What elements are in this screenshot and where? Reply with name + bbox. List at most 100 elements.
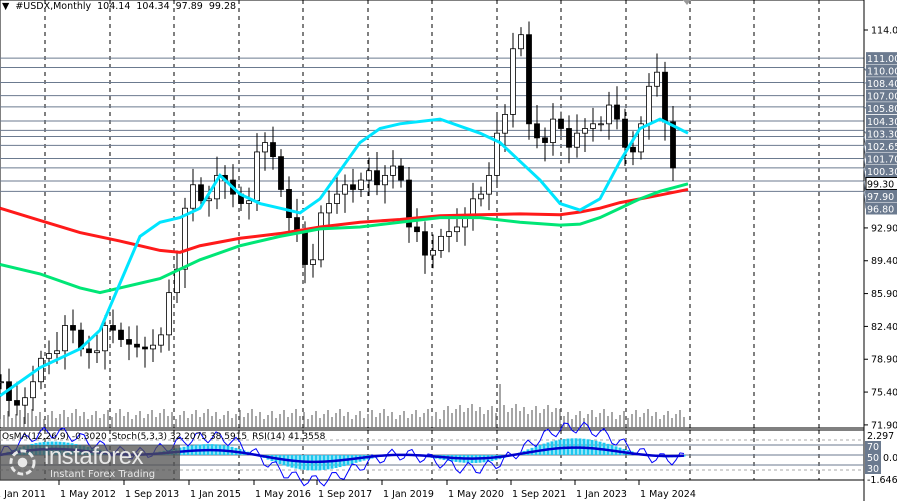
close-value: 99.28: [208, 1, 237, 12]
time-tick-label: 1 Sep 2013: [125, 489, 179, 500]
candle-body: [158, 334, 164, 346]
level-label-box: [866, 77, 897, 90]
candle-body: [94, 350, 100, 354]
candle-body: [358, 179, 364, 190]
candle-body: [342, 184, 348, 195]
candle-body: [486, 174, 492, 195]
candle-body: [574, 132, 580, 148]
indicator-axis-label: 30: [867, 464, 879, 475]
price-tick-label: 89.40: [871, 256, 897, 267]
level-label-box: [865, 176, 897, 190]
symbol-label: #USDX,Monthly: [15, 1, 92, 12]
candle-body: [646, 85, 652, 125]
level-label-box: [866, 127, 897, 140]
indicator-axis-label: 0.00: [883, 453, 897, 464]
ma-mid-line: [0, 182, 689, 295]
level-label-box: [866, 114, 897, 127]
candle-body: [254, 151, 260, 202]
level-label-box: [866, 64, 897, 77]
candle-body: [398, 165, 404, 181]
candle-body: [102, 325, 108, 352]
level-label: 108.40: [867, 79, 897, 90]
candle-body: [654, 71, 660, 87]
candle-body: [542, 137, 548, 143]
candle-body: [30, 381, 36, 399]
time-tick-label: 1 May 2024: [640, 489, 696, 500]
level-label: 111.00: [867, 54, 897, 65]
indicator-axis-label: 2.297: [867, 431, 894, 442]
main-pane: [0, 0, 865, 429]
indicator-level-box: [865, 441, 881, 452]
candle-body: [382, 174, 388, 186]
candle-body: [22, 397, 28, 406]
level-label-box: [866, 164, 897, 177]
time-tick-label: 1 Jan 2019: [383, 489, 434, 500]
candle-body: [326, 203, 332, 214]
candle-body: [662, 71, 668, 123]
candle-body: [262, 142, 268, 153]
level-label: 99.30: [867, 179, 894, 190]
time-tick-label: 1 Jan 2011: [0, 489, 46, 500]
level-label: 103.30: [867, 129, 897, 140]
candle-body: [54, 350, 60, 355]
price-tick-label: 75.40: [871, 388, 897, 399]
level-label-box: [866, 89, 897, 102]
level-label: 105.80: [867, 104, 897, 115]
candle-body: [510, 48, 516, 115]
candle-body: [86, 348, 92, 354]
candle-body: [198, 184, 204, 202]
candle-body: [438, 235, 444, 251]
candle-body: [0, 381, 4, 384]
candle-body: [598, 123, 604, 126]
indicator-axis-label: 70: [867, 442, 879, 453]
candle-body: [118, 329, 124, 340]
candle-body: [270, 142, 276, 158]
price-tick-label: 71.90: [871, 420, 897, 431]
candle-body: [190, 184, 196, 209]
candle-body: [110, 325, 116, 331]
candle-body: [374, 170, 380, 186]
level-label-connector: [863, 191, 867, 209]
dropdown-arrow-icon[interactable]: ▼: [2, 1, 10, 12]
logo-tagline: Instant Forex Trading: [50, 469, 156, 480]
level-label-connector: [863, 67, 867, 71]
candle-body: [150, 344, 156, 350]
candle-body: [534, 123, 540, 139]
ma-slow-line: [0, 187, 689, 254]
candle-body: [366, 170, 372, 181]
candle-body: [350, 184, 356, 190]
candle-body: [390, 165, 396, 176]
level-label: 97.90: [867, 192, 894, 203]
level-label-box: [866, 202, 897, 215]
level-label: 96.80: [867, 204, 894, 215]
candle-body: [14, 400, 20, 406]
ma-fast-line: [0, 117, 689, 398]
candle-body: [630, 146, 636, 153]
open-value: 104.14: [97, 1, 131, 12]
candle-body: [166, 292, 172, 336]
candle-body: [414, 226, 420, 233]
candle-body: [566, 128, 572, 148]
price-tick-label: 92.90: [871, 223, 897, 234]
indicator-label: OsMA(12,26,9) -0.3020 Stoch(5,3,3) 32.207…: [2, 432, 330, 443]
chart-title: ▼ #USDX,Monthly 104.14 104.34 97.89 99.28: [2, 1, 242, 12]
time-tick-label: 1 May 2016: [255, 489, 311, 500]
candle-body: [526, 34, 532, 125]
level-label-connector: [863, 145, 867, 159]
logo-text: instaforex: [44, 443, 144, 470]
chart-shift-marker-icon: [683, 0, 691, 5]
time-tick-label: 1 May 2020: [448, 489, 504, 500]
candle-body: [46, 353, 52, 359]
level-label-connector: [863, 158, 867, 172]
low-value: 97.89: [175, 1, 203, 12]
level-label: 104.30: [867, 117, 897, 128]
candle-body: [638, 123, 644, 153]
price-tick-label: 114.00: [871, 26, 897, 37]
candle-body: [454, 226, 460, 233]
level-label: 110.00: [867, 67, 897, 78]
high-value: 104.34: [136, 1, 170, 12]
level-label-box: [866, 102, 897, 115]
level-label-box: [866, 139, 897, 152]
candle-body: [430, 250, 436, 256]
